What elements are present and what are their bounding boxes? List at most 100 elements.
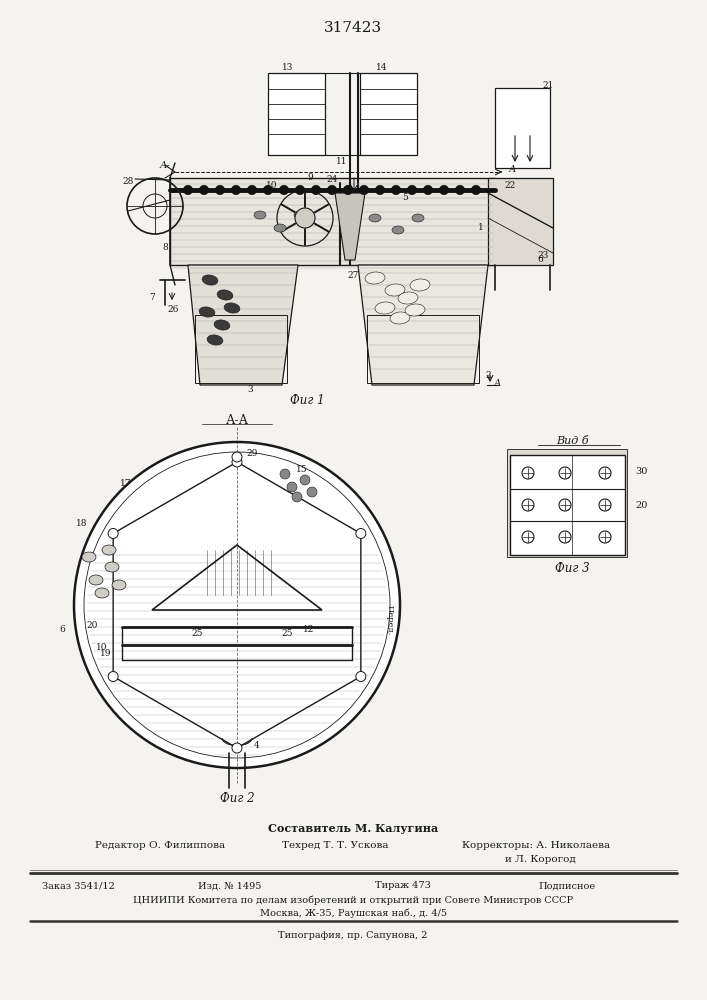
Ellipse shape <box>390 312 410 324</box>
Ellipse shape <box>369 214 381 222</box>
Ellipse shape <box>217 290 233 300</box>
Text: 1: 1 <box>478 224 484 232</box>
Ellipse shape <box>398 292 418 304</box>
Ellipse shape <box>392 226 404 234</box>
Text: 27: 27 <box>347 270 358 279</box>
Text: 13: 13 <box>282 64 293 73</box>
Text: и Л. Корогод: и Л. Корогод <box>505 856 575 864</box>
Text: Редактор О. Филиппова: Редактор О. Филиппова <box>95 842 225 850</box>
Ellipse shape <box>412 214 424 222</box>
Circle shape <box>292 492 302 502</box>
Text: 21: 21 <box>542 81 554 90</box>
Bar <box>360 73 417 155</box>
Ellipse shape <box>102 545 116 555</box>
Text: А: А <box>508 165 515 174</box>
Ellipse shape <box>274 224 286 232</box>
Text: 22: 22 <box>504 180 515 190</box>
Circle shape <box>471 185 481 195</box>
Text: 12: 12 <box>303 626 315 635</box>
Bar <box>195 315 287 383</box>
Circle shape <box>232 743 242 753</box>
Circle shape <box>74 442 400 768</box>
Circle shape <box>287 482 297 492</box>
Circle shape <box>375 185 385 195</box>
Circle shape <box>307 487 317 497</box>
Text: 20: 20 <box>86 620 98 630</box>
Circle shape <box>263 185 273 195</box>
Circle shape <box>232 457 242 467</box>
Bar <box>367 315 479 383</box>
Circle shape <box>295 208 315 228</box>
Circle shape <box>439 185 449 195</box>
Ellipse shape <box>410 279 430 291</box>
Text: Фиг 1: Фиг 1 <box>290 393 325 406</box>
Text: Подписное: Подписное <box>538 882 595 890</box>
Circle shape <box>455 185 465 195</box>
Text: 10: 10 <box>96 643 107 652</box>
Circle shape <box>356 528 366 538</box>
Bar <box>507 449 627 557</box>
Circle shape <box>295 185 305 195</box>
Ellipse shape <box>254 211 266 219</box>
Bar <box>495 88 550 168</box>
Ellipse shape <box>365 272 385 284</box>
Ellipse shape <box>95 588 109 598</box>
Text: Изд. № 1495: Изд. № 1495 <box>198 882 262 890</box>
Text: 25: 25 <box>192 629 203 638</box>
Text: 11: 11 <box>337 157 348 166</box>
Text: ЦНИИПИ Комитета по делам изобретений и открытий при Совете Министров СССР: ЦНИИПИ Комитета по делам изобретений и о… <box>133 895 573 905</box>
Bar <box>488 178 553 265</box>
Text: 5: 5 <box>402 194 408 202</box>
Bar <box>510 455 625 555</box>
Text: 28: 28 <box>122 178 134 186</box>
Text: Тираж 473: Тираж 473 <box>375 882 431 890</box>
Ellipse shape <box>82 552 96 562</box>
Text: 23: 23 <box>537 250 549 259</box>
Ellipse shape <box>214 320 230 330</box>
Circle shape <box>391 185 401 195</box>
Circle shape <box>108 528 118 538</box>
Text: 9: 9 <box>307 174 313 182</box>
Text: 3: 3 <box>247 385 253 394</box>
Ellipse shape <box>199 307 215 317</box>
Circle shape <box>359 185 369 195</box>
Circle shape <box>199 185 209 195</box>
Polygon shape <box>335 193 365 260</box>
Text: 6: 6 <box>537 255 543 264</box>
Text: Техред Т. Т. Ускова: Техред Т. Т. Ускова <box>282 842 389 850</box>
Ellipse shape <box>385 284 405 296</box>
Text: Вид б: Вид б <box>556 436 588 446</box>
Text: 8: 8 <box>162 243 168 252</box>
Circle shape <box>231 185 241 195</box>
Text: 25: 25 <box>281 629 293 638</box>
Text: 24: 24 <box>327 176 338 184</box>
Ellipse shape <box>224 303 240 313</box>
Bar <box>268 73 325 155</box>
Ellipse shape <box>89 575 103 585</box>
Ellipse shape <box>202 275 218 285</box>
Ellipse shape <box>207 335 223 345</box>
Text: 14: 14 <box>376 64 387 73</box>
Text: 19: 19 <box>100 648 112 658</box>
Circle shape <box>215 185 225 195</box>
Text: 20: 20 <box>635 500 648 510</box>
Ellipse shape <box>294 211 306 219</box>
Text: Москва, Ж-35, Раушская наб., д. 4/5: Москва, Ж-35, Раушская наб., д. 4/5 <box>259 908 447 918</box>
Polygon shape <box>358 265 488 385</box>
Text: Корректоры: А. Николаева: Корректоры: А. Николаева <box>462 842 610 850</box>
Circle shape <box>423 185 433 195</box>
Circle shape <box>247 185 257 195</box>
Text: А-А: А-А <box>226 414 249 426</box>
Text: 15: 15 <box>296 466 308 475</box>
Circle shape <box>356 672 366 682</box>
Text: А: А <box>493 378 501 387</box>
Circle shape <box>280 469 290 479</box>
Ellipse shape <box>375 302 395 314</box>
Circle shape <box>327 185 337 195</box>
Ellipse shape <box>112 580 126 590</box>
Polygon shape <box>188 265 298 385</box>
Circle shape <box>311 185 321 195</box>
Text: 317423: 317423 <box>324 21 382 35</box>
Text: 18: 18 <box>76 520 88 528</box>
Text: Перед.: Перед. <box>386 605 394 635</box>
